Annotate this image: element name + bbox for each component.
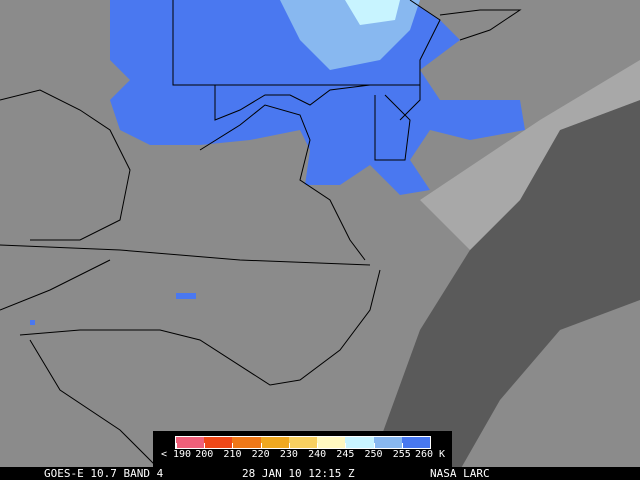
legend-swatch bbox=[317, 437, 346, 448]
legend-tick-label: 230 bbox=[279, 449, 298, 460]
satellite-band-label: GOES-E 10.7 BAND 4 bbox=[44, 467, 164, 480]
caption-bar: GOES-E 10.7 BAND 4 28 JAN 10 12:15 Z NAS… bbox=[0, 467, 640, 480]
legend-swatch bbox=[288, 437, 318, 448]
legend-tick-mark bbox=[232, 443, 234, 449]
state-boundaries bbox=[0, 0, 522, 471]
timestamp: 28 JAN 10 12:15 Z bbox=[242, 467, 355, 480]
coldest-cloud-tops bbox=[345, 0, 400, 25]
legend-tick-label: 240 bbox=[308, 449, 327, 460]
legend-tick-label: 200 bbox=[195, 449, 214, 460]
legend-swatch bbox=[373, 437, 402, 448]
color-scale-bar bbox=[175, 436, 431, 449]
bright-cloud-area bbox=[420, 60, 640, 250]
legend-tick-label: < 190 bbox=[160, 449, 192, 460]
legend-swatch bbox=[345, 437, 374, 448]
legend-tick-mark bbox=[401, 443, 403, 449]
legend-swatch bbox=[232, 437, 261, 448]
legend-swatch bbox=[204, 437, 233, 448]
legend-tick-mark bbox=[204, 443, 206, 449]
legend-tick-mark bbox=[373, 443, 375, 449]
legend-swatch bbox=[260, 437, 289, 448]
legend-swatch bbox=[176, 437, 205, 448]
legend-tick-label: 255 bbox=[392, 449, 411, 460]
legend-tick-mark bbox=[260, 443, 262, 449]
cold-cloud-tops bbox=[30, 0, 525, 325]
legend-tick-label: 260 K bbox=[414, 449, 446, 460]
credit-label: NASA LARC bbox=[430, 467, 490, 480]
legend-tick-mark bbox=[430, 443, 431, 449]
legend-tick-label: 245 bbox=[336, 449, 355, 460]
dark-cloud-band bbox=[380, 100, 640, 470]
legend-tick-mark bbox=[345, 443, 347, 449]
legend-tick-label: 220 bbox=[251, 449, 270, 460]
legend-tick-mark bbox=[317, 443, 319, 449]
legend-swatch bbox=[401, 437, 430, 448]
legend-tick-mark bbox=[176, 443, 177, 449]
legend-tick-label: 250 bbox=[364, 449, 383, 460]
legend-tick-mark bbox=[288, 443, 290, 449]
temperature-legend: < 190 200 210 220 230 240 245 250 255 260 K bbox=[153, 431, 452, 467]
legend-tick-label: 210 bbox=[223, 449, 242, 460]
